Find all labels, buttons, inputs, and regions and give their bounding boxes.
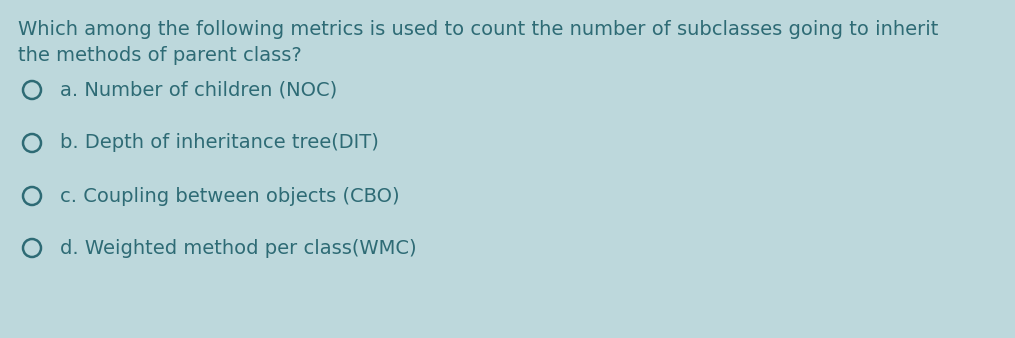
Circle shape <box>23 134 41 152</box>
Circle shape <box>23 239 41 257</box>
Circle shape <box>23 81 41 99</box>
Text: the methods of parent class?: the methods of parent class? <box>18 46 301 65</box>
Text: a. Number of children (NOC): a. Number of children (NOC) <box>60 80 337 99</box>
Text: Which among the following metrics is used to count the number of subclasses goin: Which among the following metrics is use… <box>18 20 939 39</box>
Text: d. Weighted method per class(WMC): d. Weighted method per class(WMC) <box>60 239 416 258</box>
Circle shape <box>23 187 41 205</box>
Text: b. Depth of inheritance tree(DIT): b. Depth of inheritance tree(DIT) <box>60 134 379 152</box>
Text: c. Coupling between objects (CBO): c. Coupling between objects (CBO) <box>60 187 400 206</box>
